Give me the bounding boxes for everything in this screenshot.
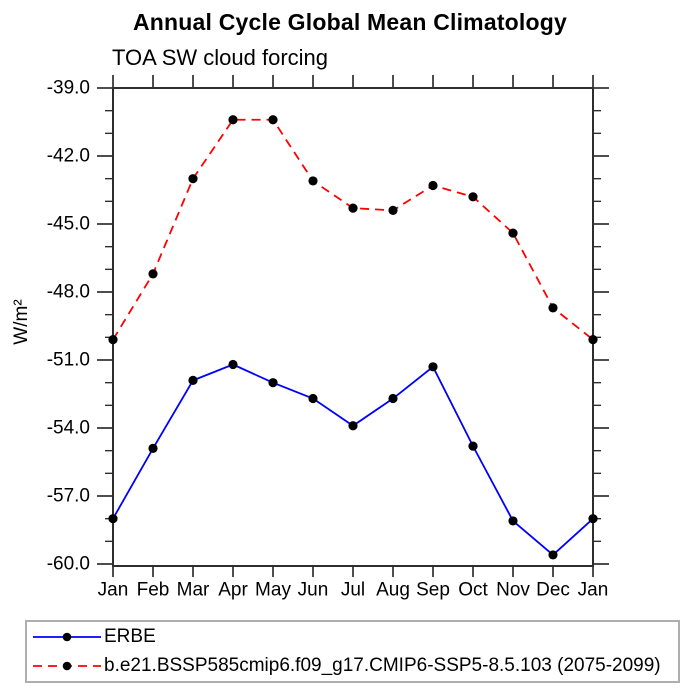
y-tick-label: -57.0 — [47, 486, 90, 507]
legend-item-erbe: ERBE — [27, 622, 678, 652]
y-tick-label: -48.0 — [47, 282, 90, 303]
series-marker-0 — [468, 441, 478, 451]
x-tick-label: Oct — [458, 580, 488, 601]
series-marker-0 — [348, 421, 358, 431]
x-tick-label: Feb — [137, 580, 170, 601]
x-tick-label: Sep — [416, 580, 450, 601]
model-line-sample-icon — [33, 661, 101, 671]
series-marker-0 — [548, 550, 558, 560]
series-marker-0 — [148, 443, 158, 453]
legend-item-model: b.e21.BSSP585cmip6.f09_g17.CMIP6-SSP5-8.… — [27, 652, 678, 682]
legend-marker-0 — [62, 632, 72, 642]
series-marker-0 — [508, 516, 518, 526]
series-marker-0 — [108, 514, 118, 524]
legend-marker-1 — [62, 661, 72, 671]
x-tick-label: Aug — [376, 580, 410, 601]
series-marker-1 — [468, 192, 478, 202]
series-marker-1 — [308, 176, 318, 186]
series-marker-1 — [148, 269, 158, 279]
x-tick-label: Jun — [298, 580, 329, 601]
series-marker-1 — [428, 180, 438, 191]
series-marker-1 — [508, 228, 518, 238]
x-tick-label: Jul — [341, 580, 365, 601]
series-marker-1 — [588, 335, 598, 345]
legend-label-model: b.e21.BSSP585cmip6.f09_g17.CMIP6-SSP5-8.… — [104, 655, 661, 677]
y-tick-label: -51.0 — [47, 350, 90, 371]
series-marker-0 — [428, 362, 438, 372]
series-marker-0 — [268, 378, 278, 388]
series-line-1 — [112, 118, 594, 341]
series-marker-0 — [388, 393, 398, 404]
series-marker-1 — [228, 115, 238, 125]
y-tick-label: -39.0 — [47, 78, 90, 99]
x-tick-label: Jan — [578, 580, 609, 601]
x-tick-label: Nov — [496, 580, 530, 601]
series-marker-1 — [188, 174, 198, 184]
series-marker-0 — [308, 393, 318, 404]
axis-frame — [112, 87, 594, 567]
series-marker-1 — [108, 335, 118, 345]
legend: ERBE b.e21.BSSP585cmip6.f09_g17.CMIP6-SS… — [25, 620, 680, 683]
y-tick-label: -54.0 — [47, 418, 90, 439]
series-marker-0 — [228, 359, 238, 370]
y-tick-label: -60.0 — [47, 554, 90, 575]
series-marker-1 — [548, 303, 558, 313]
series-marker-0 — [588, 514, 598, 524]
chart-subtitle: TOA SW cloud forcing — [112, 45, 329, 70]
series-line-0 — [112, 363, 594, 557]
x-tick-label: Apr — [218, 580, 248, 601]
x-tick-label: Dec — [536, 580, 570, 601]
y-tick-label: -42.0 — [47, 146, 90, 167]
legend-label-erbe: ERBE — [104, 625, 156, 647]
series-marker-0 — [188, 375, 198, 385]
y-tick-label: -45.0 — [47, 214, 90, 235]
chart-title: Annual Cycle Global Mean Climatology — [132, 9, 568, 35]
x-tick-label: Jan — [98, 580, 129, 601]
series-marker-1 — [388, 205, 398, 215]
series-marker-1 — [268, 115, 278, 125]
x-tick-label: May — [255, 580, 291, 601]
erbe-line-sample-icon — [33, 632, 101, 642]
series-marker-1 — [348, 203, 358, 213]
x-tick-label: Mar — [177, 580, 210, 601]
